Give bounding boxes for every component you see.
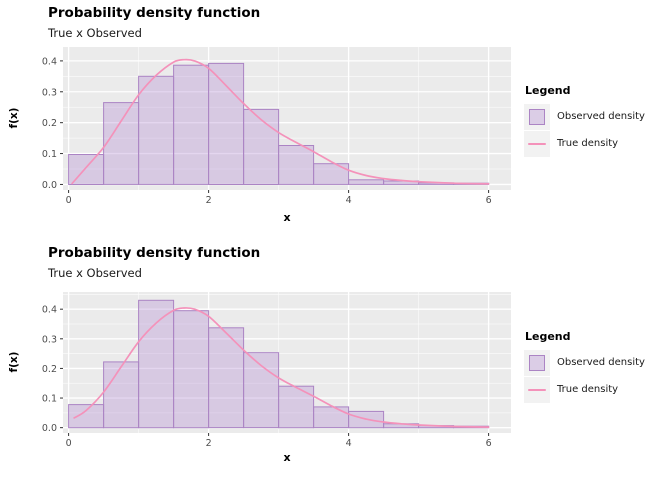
legend-title: Legend	[525, 330, 571, 343]
histogram-bar	[313, 163, 350, 185]
legend-title: Legend	[525, 84, 571, 97]
legend: Legend Observed density True density	[524, 330, 669, 403]
legend-item-true: True density	[524, 130, 669, 157]
y-tick-label: 0.1	[42, 394, 57, 405]
legend-item-observed: Observed density	[524, 349, 669, 376]
legend-observed-swatch	[529, 354, 545, 371]
y-axis-title: f(x)	[8, 351, 20, 373]
y-tick-label: 0.3	[42, 334, 57, 345]
panel-background	[63, 47, 511, 190]
y-tick-label: 0.0	[42, 423, 57, 434]
histogram-bar	[103, 361, 140, 429]
legend-item-observed: Observed density	[524, 103, 669, 130]
y-tick-label: 0.1	[42, 149, 57, 160]
histogram-bar	[68, 154, 105, 185]
axis-ticks: 0 2 4 6 0.0 0.1 0.2 0.3 0.4	[42, 305, 492, 449]
y-axis-title: f(x)	[8, 107, 20, 129]
legend-true-line	[528, 142, 546, 145]
y-tick-label: 0.3	[42, 87, 57, 98]
y-tick-label: 0.2	[42, 364, 57, 375]
legend-label: Observed density	[557, 111, 645, 122]
x-tick-label: 0	[66, 195, 72, 206]
x-tick-label: 4	[346, 438, 352, 449]
x-axis-title: x	[283, 451, 291, 464]
pdf-chart-top: 0 2 4 6 0.0 0.1 0.2 0.3 0.4 Probability density …	[8, 5, 669, 224]
y-tick-label: 0.4	[42, 305, 57, 316]
histogram-bar	[243, 352, 280, 429]
density-curve	[73, 307, 490, 428]
histogram-bar	[243, 108, 280, 185]
x-tick-label: 4	[346, 195, 352, 206]
x-tick-label: 0	[66, 438, 72, 449]
legend-label: Observed density	[557, 357, 645, 368]
legend-key	[524, 349, 550, 376]
y-tick-label: 0.0	[42, 180, 57, 191]
histogram-bar	[173, 310, 210, 429]
legend-key	[524, 130, 550, 157]
legend-observed-swatch	[529, 108, 545, 125]
histogram-bar	[173, 64, 210, 185]
histogram-bar	[138, 299, 175, 429]
x-tick-label: 2	[206, 438, 212, 449]
plot-panel-bottom: 0 2 4 6 0.0 0.1 0.2 0.3 0.4	[42, 292, 511, 449]
legend-item-true: True density	[524, 376, 669, 403]
x-tick-label: 2	[206, 195, 212, 206]
panel-background	[63, 292, 511, 433]
x-tick-label: 6	[486, 195, 492, 206]
density-curve	[71, 58, 490, 185]
histogram-bar	[103, 102, 140, 185]
histogram-bar	[208, 62, 245, 185]
legend-key	[524, 103, 550, 130]
x-axis-title: x	[283, 211, 291, 224]
legend-key	[524, 376, 550, 403]
legend-label: True density	[557, 138, 619, 149]
legend: Legend Observed density True density	[524, 84, 669, 157]
plot-subtitle: True x Observed	[48, 266, 142, 280]
histogram-bar	[208, 327, 245, 429]
histogram-bar	[138, 75, 175, 185]
legend-label: True density	[557, 384, 619, 395]
axis-ticks: 0 2 4 6 0.0 0.1 0.2 0.3 0.4	[42, 56, 492, 206]
histogram-bar	[68, 404, 105, 429]
page-title: Probability density function	[48, 245, 261, 261]
histogram-bar	[348, 179, 385, 185]
y-tick-label: 0.2	[42, 118, 57, 129]
legend-true-line	[528, 388, 546, 391]
histogram-bar	[278, 385, 315, 429]
x-tick-label: 6	[486, 438, 492, 449]
pdf-chart-bottom: 0 2 4 6 0.0 0.1 0.2 0.3 0.4 Probability density …	[0, 240, 672, 480]
plot-subtitle: True x Observed	[48, 26, 142, 40]
histogram-bar	[313, 406, 350, 429]
y-tick-label: 0.4	[42, 56, 57, 67]
page-title: Probability density function	[48, 5, 261, 21]
histogram-bars	[68, 299, 490, 429]
plot-panel-top: 0 2 4 6 0.0 0.1 0.2 0.3 0.4	[42, 47, 511, 206]
histogram-bar	[278, 145, 315, 185]
histogram-bars	[68, 62, 490, 185]
